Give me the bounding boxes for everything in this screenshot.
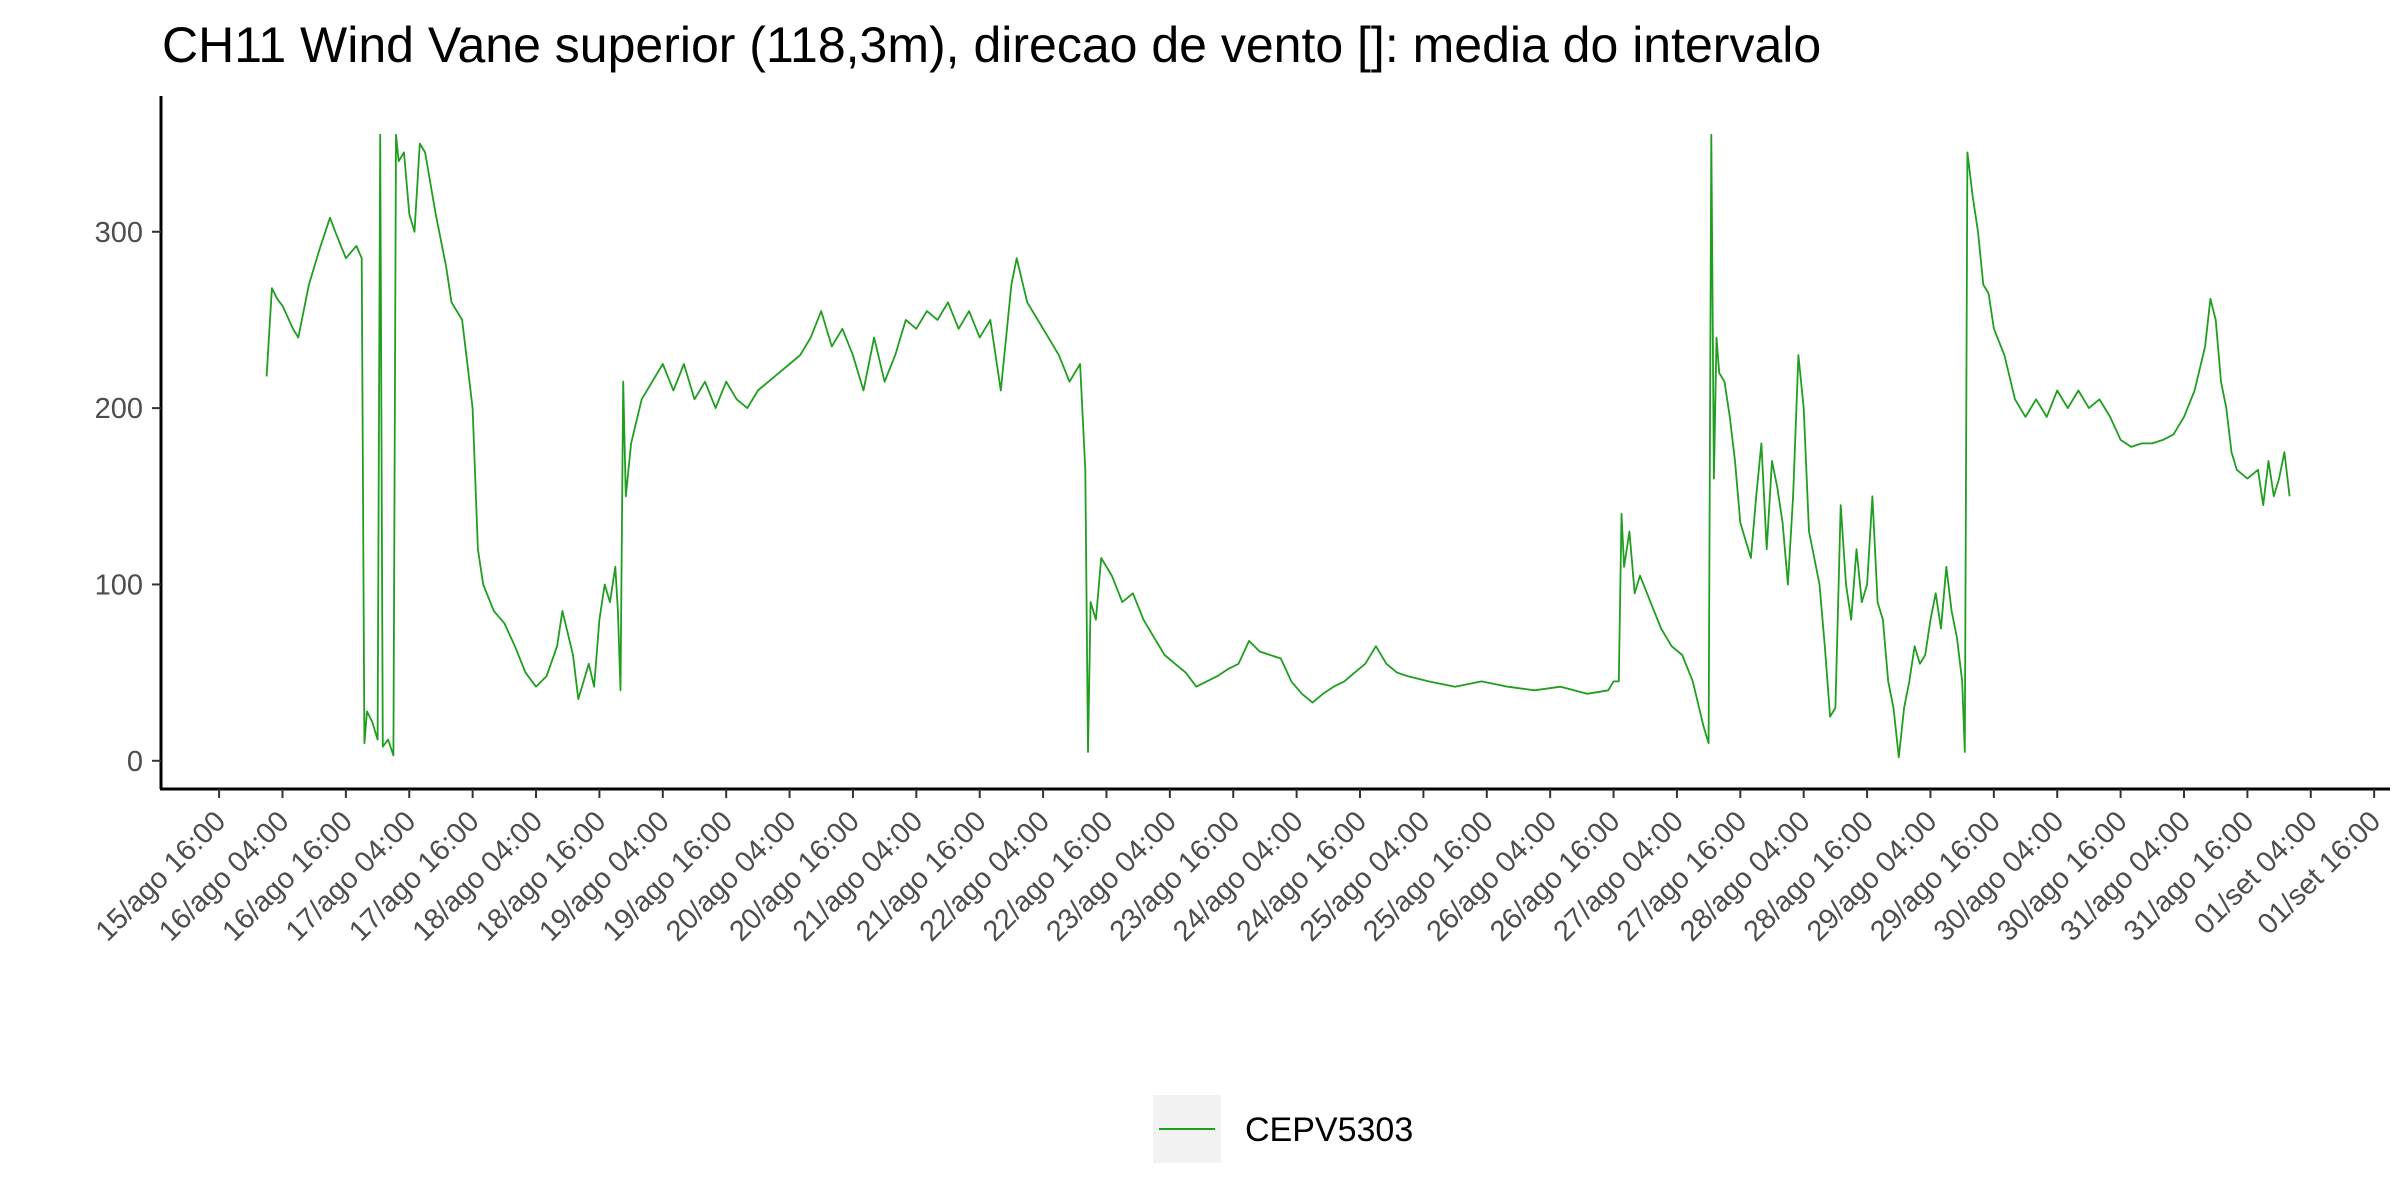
- chart-title: CH11 Wind Vane superior (118,3m), direca…: [162, 17, 1821, 73]
- legend-label: CEPV5303: [1245, 1111, 1413, 1149]
- y-tick-label: 300: [95, 217, 143, 249]
- y-tick-label: 200: [95, 393, 143, 425]
- y-tick-label: 100: [95, 569, 143, 601]
- series-line: [265, 133, 2291, 759]
- y-tick-label: 0: [127, 746, 143, 778]
